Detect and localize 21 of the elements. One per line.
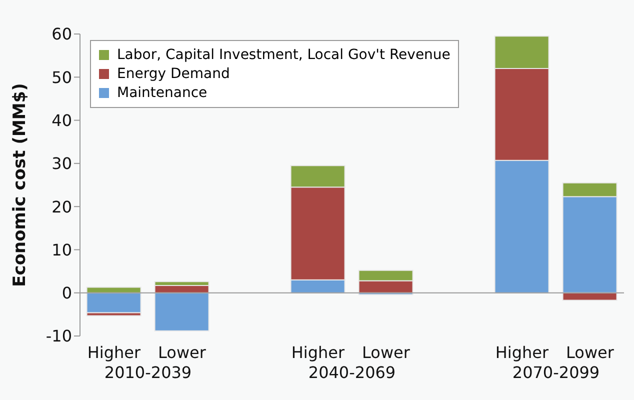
x-tick-label: Lower — [158, 343, 206, 362]
y-tick-label: 0 — [62, 284, 72, 303]
y-tick-label: 40 — [52, 110, 72, 130]
legend-label: Labor, Capital Investment, Local Gov't Revenue — [117, 47, 450, 63]
y-axis-title: Economic cost (MM$) — [10, 83, 30, 287]
y-tick-label: -10 — [46, 326, 72, 346]
y-tick-label: 30 — [52, 154, 72, 174]
text: 2040-2069 — [308, 363, 396, 382]
text: 2010-2039 — [104, 363, 192, 382]
legend-label: Maintenance — [117, 85, 208, 101]
x-tick-label: Lower — [566, 343, 614, 362]
y-tick-label: 60 — [52, 24, 72, 44]
text: 2070-2099 — [512, 363, 600, 382]
y-tick-label: 20 — [52, 197, 72, 216]
x-tick-label: Lower — [362, 343, 410, 362]
legend-label: Energy Demand — [117, 66, 230, 82]
x-tick-label: Higher — [87, 343, 142, 362]
x-tick-label: Higher — [291, 343, 346, 362]
y-tick-label: 10 — [52, 240, 72, 260]
x-tick-label: Higher — [495, 343, 550, 362]
y-tick-label: 50 — [52, 68, 72, 87]
